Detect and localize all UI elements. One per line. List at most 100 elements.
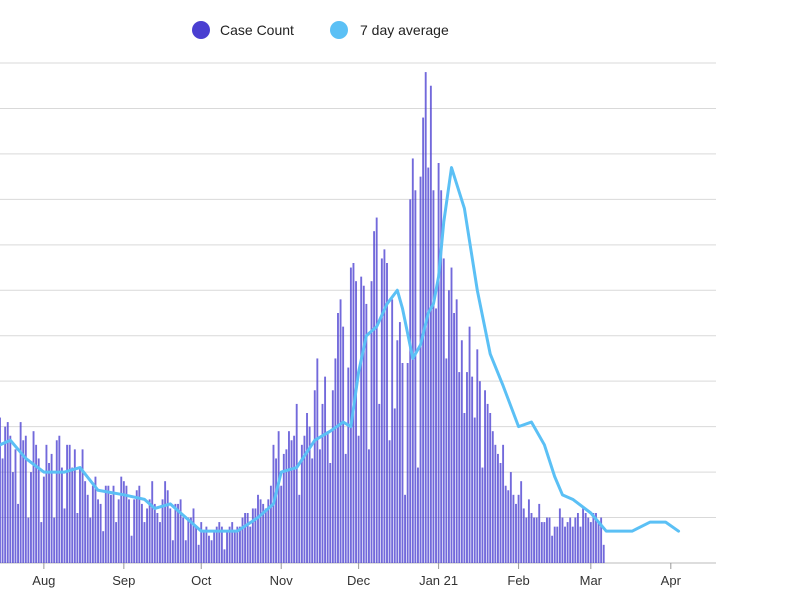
case-bar <box>509 472 512 563</box>
case-bar <box>117 499 120 563</box>
case-bar <box>440 190 443 563</box>
case-bar <box>76 513 79 563</box>
case-bar <box>9 435 12 563</box>
case-bar <box>68 444 71 563</box>
case-bar <box>507 490 510 563</box>
case-bar <box>365 303 368 563</box>
case-bar <box>115 522 118 563</box>
case-bar <box>220 526 223 563</box>
case-bar <box>45 444 48 563</box>
case-bar <box>174 503 177 563</box>
case-bar <box>251 508 254 563</box>
case-bar <box>27 517 30 563</box>
case-bar <box>548 517 551 563</box>
case-bar <box>334 358 337 563</box>
case-bar <box>530 513 533 563</box>
case-bar <box>153 503 156 563</box>
case-bar <box>210 540 213 563</box>
case-bar <box>303 435 306 563</box>
case-bar <box>143 522 146 563</box>
case-bar <box>125 485 128 563</box>
case-bar <box>360 276 363 563</box>
case-bar <box>189 517 192 563</box>
case-bar <box>213 531 216 563</box>
case-bar <box>417 467 419 563</box>
case-bar <box>97 499 99 563</box>
case-bar <box>398 322 401 563</box>
case-bar <box>558 508 561 563</box>
case-bar <box>0 417 1 563</box>
case-bar <box>24 435 27 563</box>
case-bar <box>318 449 321 563</box>
case-bar <box>17 503 19 563</box>
case-bar <box>473 417 476 563</box>
case-bar <box>414 190 417 563</box>
case-bar <box>342 326 345 563</box>
x-tick-label: Aug <box>32 573 55 588</box>
case-bar <box>458 372 461 563</box>
case-bar <box>254 508 257 563</box>
legend-marker-7-day-average <box>330 21 348 39</box>
case-bar <box>311 458 314 563</box>
case-bar <box>35 444 38 563</box>
case-bar <box>241 517 244 563</box>
case-bar <box>411 158 414 563</box>
case-bar <box>110 494 112 563</box>
case-bar <box>476 349 479 563</box>
case-bar <box>161 499 164 563</box>
case-bar <box>156 513 159 563</box>
case-bar <box>22 440 25 563</box>
case-bar <box>592 513 595 563</box>
case-bar <box>497 453 499 563</box>
case-bar <box>94 476 97 563</box>
case-bar <box>60 467 63 563</box>
case-bar <box>151 481 154 563</box>
case-bar <box>329 463 332 563</box>
case-bar <box>432 190 435 563</box>
case-bar <box>455 299 458 563</box>
case-bar <box>159 522 161 563</box>
case-bar <box>512 494 515 563</box>
case-bar <box>63 508 66 563</box>
case-bar <box>504 485 507 563</box>
case-bar <box>569 517 572 563</box>
case-bar <box>357 435 360 563</box>
case-bar <box>587 517 590 563</box>
x-tick-label: Sep <box>112 573 135 588</box>
case-bar <box>32 431 35 563</box>
case-bar <box>373 231 376 563</box>
case-bar <box>288 431 290 563</box>
case-bar <box>489 413 492 563</box>
case-bar <box>484 390 486 563</box>
case-bar <box>331 390 334 563</box>
case-bar <box>386 263 388 563</box>
case-bar <box>450 267 453 563</box>
case-bar <box>269 485 272 563</box>
case-bar <box>107 485 110 563</box>
case-bar <box>466 372 468 563</box>
case-bar <box>53 517 56 563</box>
legend-marker-case-count <box>192 21 210 39</box>
case-bar <box>202 531 205 563</box>
case-bar <box>564 526 566 563</box>
case-bar <box>499 463 502 563</box>
case-bar <box>187 517 190 563</box>
case-bar <box>50 453 53 563</box>
x-tick-label: Mar <box>580 573 603 588</box>
case-bar <box>553 526 556 563</box>
case-bar <box>571 526 574 563</box>
case-bar <box>264 508 267 563</box>
case-bar <box>393 408 396 563</box>
case-bar <box>561 517 564 563</box>
case-bar <box>262 503 265 563</box>
case-bar <box>239 526 241 563</box>
case-bar <box>133 499 136 563</box>
case-bar <box>453 313 456 563</box>
case-bar <box>66 444 69 563</box>
seven-day-average-line <box>0 166 681 533</box>
case-bar <box>169 508 172 563</box>
legend-label-7-day-average: 7 day average <box>360 22 449 38</box>
case-bar <box>37 458 40 563</box>
case-bar <box>290 440 293 563</box>
